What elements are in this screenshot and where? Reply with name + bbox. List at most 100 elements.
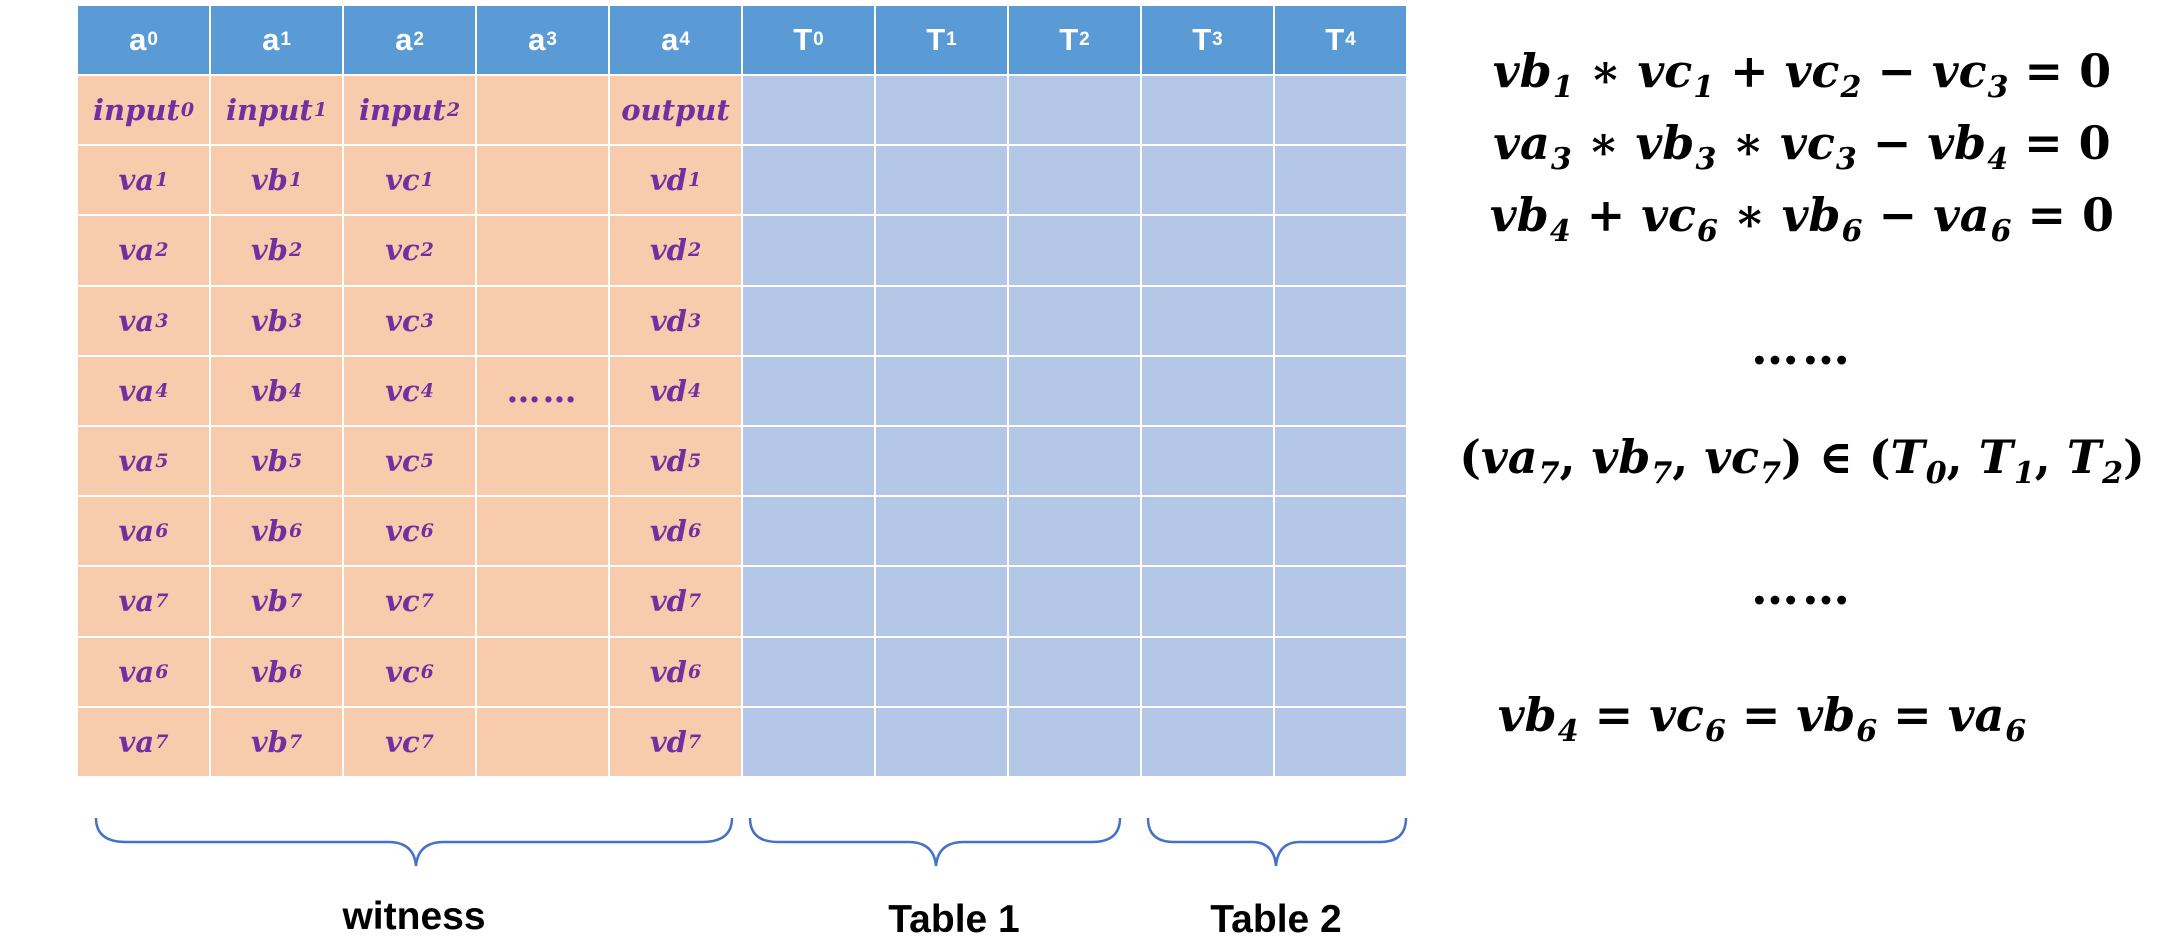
equation-subscript: 3 bbox=[1695, 142, 1717, 177]
table-cell bbox=[1275, 637, 1408, 708]
gate-equation-2: va3 ∗ vb3 ∗ vc3 − vb4 = 0 bbox=[1420, 116, 2184, 177]
equation-variable: vc bbox=[1641, 188, 1697, 242]
table-cell bbox=[1009, 356, 1142, 427]
witness-cell: vc 2 bbox=[344, 216, 477, 287]
witness-cell: vc 7 bbox=[344, 707, 477, 778]
equation-subscript: 6 bbox=[1841, 214, 1863, 249]
equation-subscript: 6 bbox=[1990, 214, 2012, 249]
witness-cell-value: vc bbox=[385, 584, 420, 619]
witness-cell: vd 2 bbox=[610, 216, 743, 287]
table2-label: Table 2 bbox=[1210, 898, 1342, 941]
equation-variable: vb bbox=[1781, 188, 1841, 242]
table-cell bbox=[743, 497, 876, 568]
witness-cell-subscript: 1 bbox=[155, 169, 169, 192]
table-cell bbox=[743, 146, 876, 217]
equation-variable: vb bbox=[1927, 116, 1987, 170]
witness-cell: vb 6 bbox=[211, 637, 344, 708]
witness-cell-value: vd bbox=[649, 514, 687, 549]
column-header-subscript: 1 bbox=[280, 29, 291, 50]
witness-cell-subscript: 4 bbox=[288, 379, 303, 402]
table1-label: Table 1 bbox=[888, 898, 1020, 941]
table-cell bbox=[1009, 707, 1142, 778]
table-cell bbox=[1142, 567, 1275, 638]
table-cell bbox=[876, 637, 1009, 708]
witness-cell bbox=[477, 497, 610, 568]
witness-cell: vd 7 bbox=[610, 707, 743, 778]
equation-subscript: 3 bbox=[1550, 142, 1572, 177]
witness-cell: va 6 bbox=[78, 497, 211, 568]
table-cell bbox=[1142, 216, 1275, 287]
table-cell bbox=[876, 707, 1009, 778]
witness-cell: va 7 bbox=[78, 567, 211, 638]
witness-cell-subscript: 0 bbox=[180, 99, 195, 122]
witness-cell-value: va bbox=[118, 444, 155, 479]
witness-cell-subscript: 7 bbox=[420, 730, 434, 753]
witness-cell-subscript: 5 bbox=[420, 450, 434, 473]
equation-operator: ∗ bbox=[1717, 188, 1782, 242]
table1-brace bbox=[748, 817, 1122, 867]
witness-cell: vc 7 bbox=[344, 567, 477, 638]
circuit-table: a 0 a 1 a 2 a 3 a 4 T 0 T 1 T 2 T 3 T 4 input 0 input 1 input 2 ou… bbox=[78, 6, 1408, 778]
witness-cell-subscript: 1 bbox=[420, 169, 434, 192]
column-header-subscript: 2 bbox=[1079, 29, 1090, 50]
table-cell bbox=[1142, 286, 1275, 357]
equation-variable: T bbox=[1890, 430, 1925, 484]
column-header-subscript: 2 bbox=[413, 29, 424, 50]
witness-cell: vd 7 bbox=[610, 567, 743, 638]
witness-cell-subscript: 6 bbox=[155, 660, 169, 683]
equation-variable: vb bbox=[1591, 430, 1651, 484]
equation-subscript: 4 bbox=[1987, 142, 2009, 177]
witness-cell-subscript: 7 bbox=[288, 590, 303, 613]
witness-cell-value: va bbox=[118, 303, 155, 338]
witness-cell-value: …… bbox=[506, 370, 579, 411]
equation-variable: vc bbox=[1784, 44, 1840, 98]
column-header-base: T bbox=[793, 22, 813, 57]
witness-cell-value: va bbox=[118, 584, 155, 619]
equation-operator: − bbox=[1856, 116, 1928, 170]
witness-cell: va 7 bbox=[78, 707, 211, 778]
equation-subscript: 6 bbox=[1704, 714, 1726, 749]
equation-variable: T bbox=[2066, 430, 2102, 484]
column-header-base: T bbox=[926, 22, 946, 57]
witness-cell-subscript: 2 bbox=[288, 239, 303, 262]
column-header-base: a bbox=[395, 22, 413, 57]
witness-cell-value: vc bbox=[385, 654, 420, 689]
column-header-subscript: 0 bbox=[813, 29, 824, 50]
equation-operator: ∗ bbox=[1571, 116, 1636, 170]
witness-cell-subscript: 7 bbox=[288, 730, 303, 753]
gate-equation-3: vb4 + vc6 ∗ vb6 − va6 = 0 bbox=[1420, 188, 2184, 249]
equation-subscript: 4 bbox=[1549, 214, 1571, 249]
table-cell bbox=[876, 567, 1009, 638]
equation-variable: vb bbox=[1796, 688, 1856, 742]
column-header-base: T bbox=[1325, 22, 1345, 57]
equation-subscript: 2 bbox=[2102, 456, 2123, 491]
table-cell bbox=[743, 707, 876, 778]
witness-cell: vb 2 bbox=[211, 216, 344, 287]
equation-variable: vb bbox=[1497, 688, 1557, 742]
witness-cell bbox=[477, 637, 610, 708]
column-header-subscript: 3 bbox=[546, 29, 557, 50]
table-cell bbox=[1009, 637, 1142, 708]
table-cell bbox=[1009, 286, 1142, 357]
table-cell bbox=[876, 76, 1009, 147]
witness-cell: vb 7 bbox=[211, 567, 344, 638]
equation-subscript: 3 bbox=[1835, 142, 1857, 177]
table-cell bbox=[743, 216, 876, 287]
witness-cell: vc 1 bbox=[344, 146, 477, 217]
table-cell bbox=[1142, 707, 1275, 778]
witness-cell-subscript: 1 bbox=[687, 169, 702, 192]
witness-cell: va 4 bbox=[78, 356, 211, 427]
witness-cell-subscript: 2 bbox=[155, 239, 169, 262]
witness-cell-value: input bbox=[225, 93, 313, 128]
table-cell bbox=[743, 637, 876, 708]
witness-cell-subscript: 7 bbox=[155, 590, 169, 613]
witness-cell-value: vc bbox=[385, 514, 420, 549]
witness-cell: va 2 bbox=[78, 216, 211, 287]
table2-brace bbox=[1146, 817, 1408, 867]
